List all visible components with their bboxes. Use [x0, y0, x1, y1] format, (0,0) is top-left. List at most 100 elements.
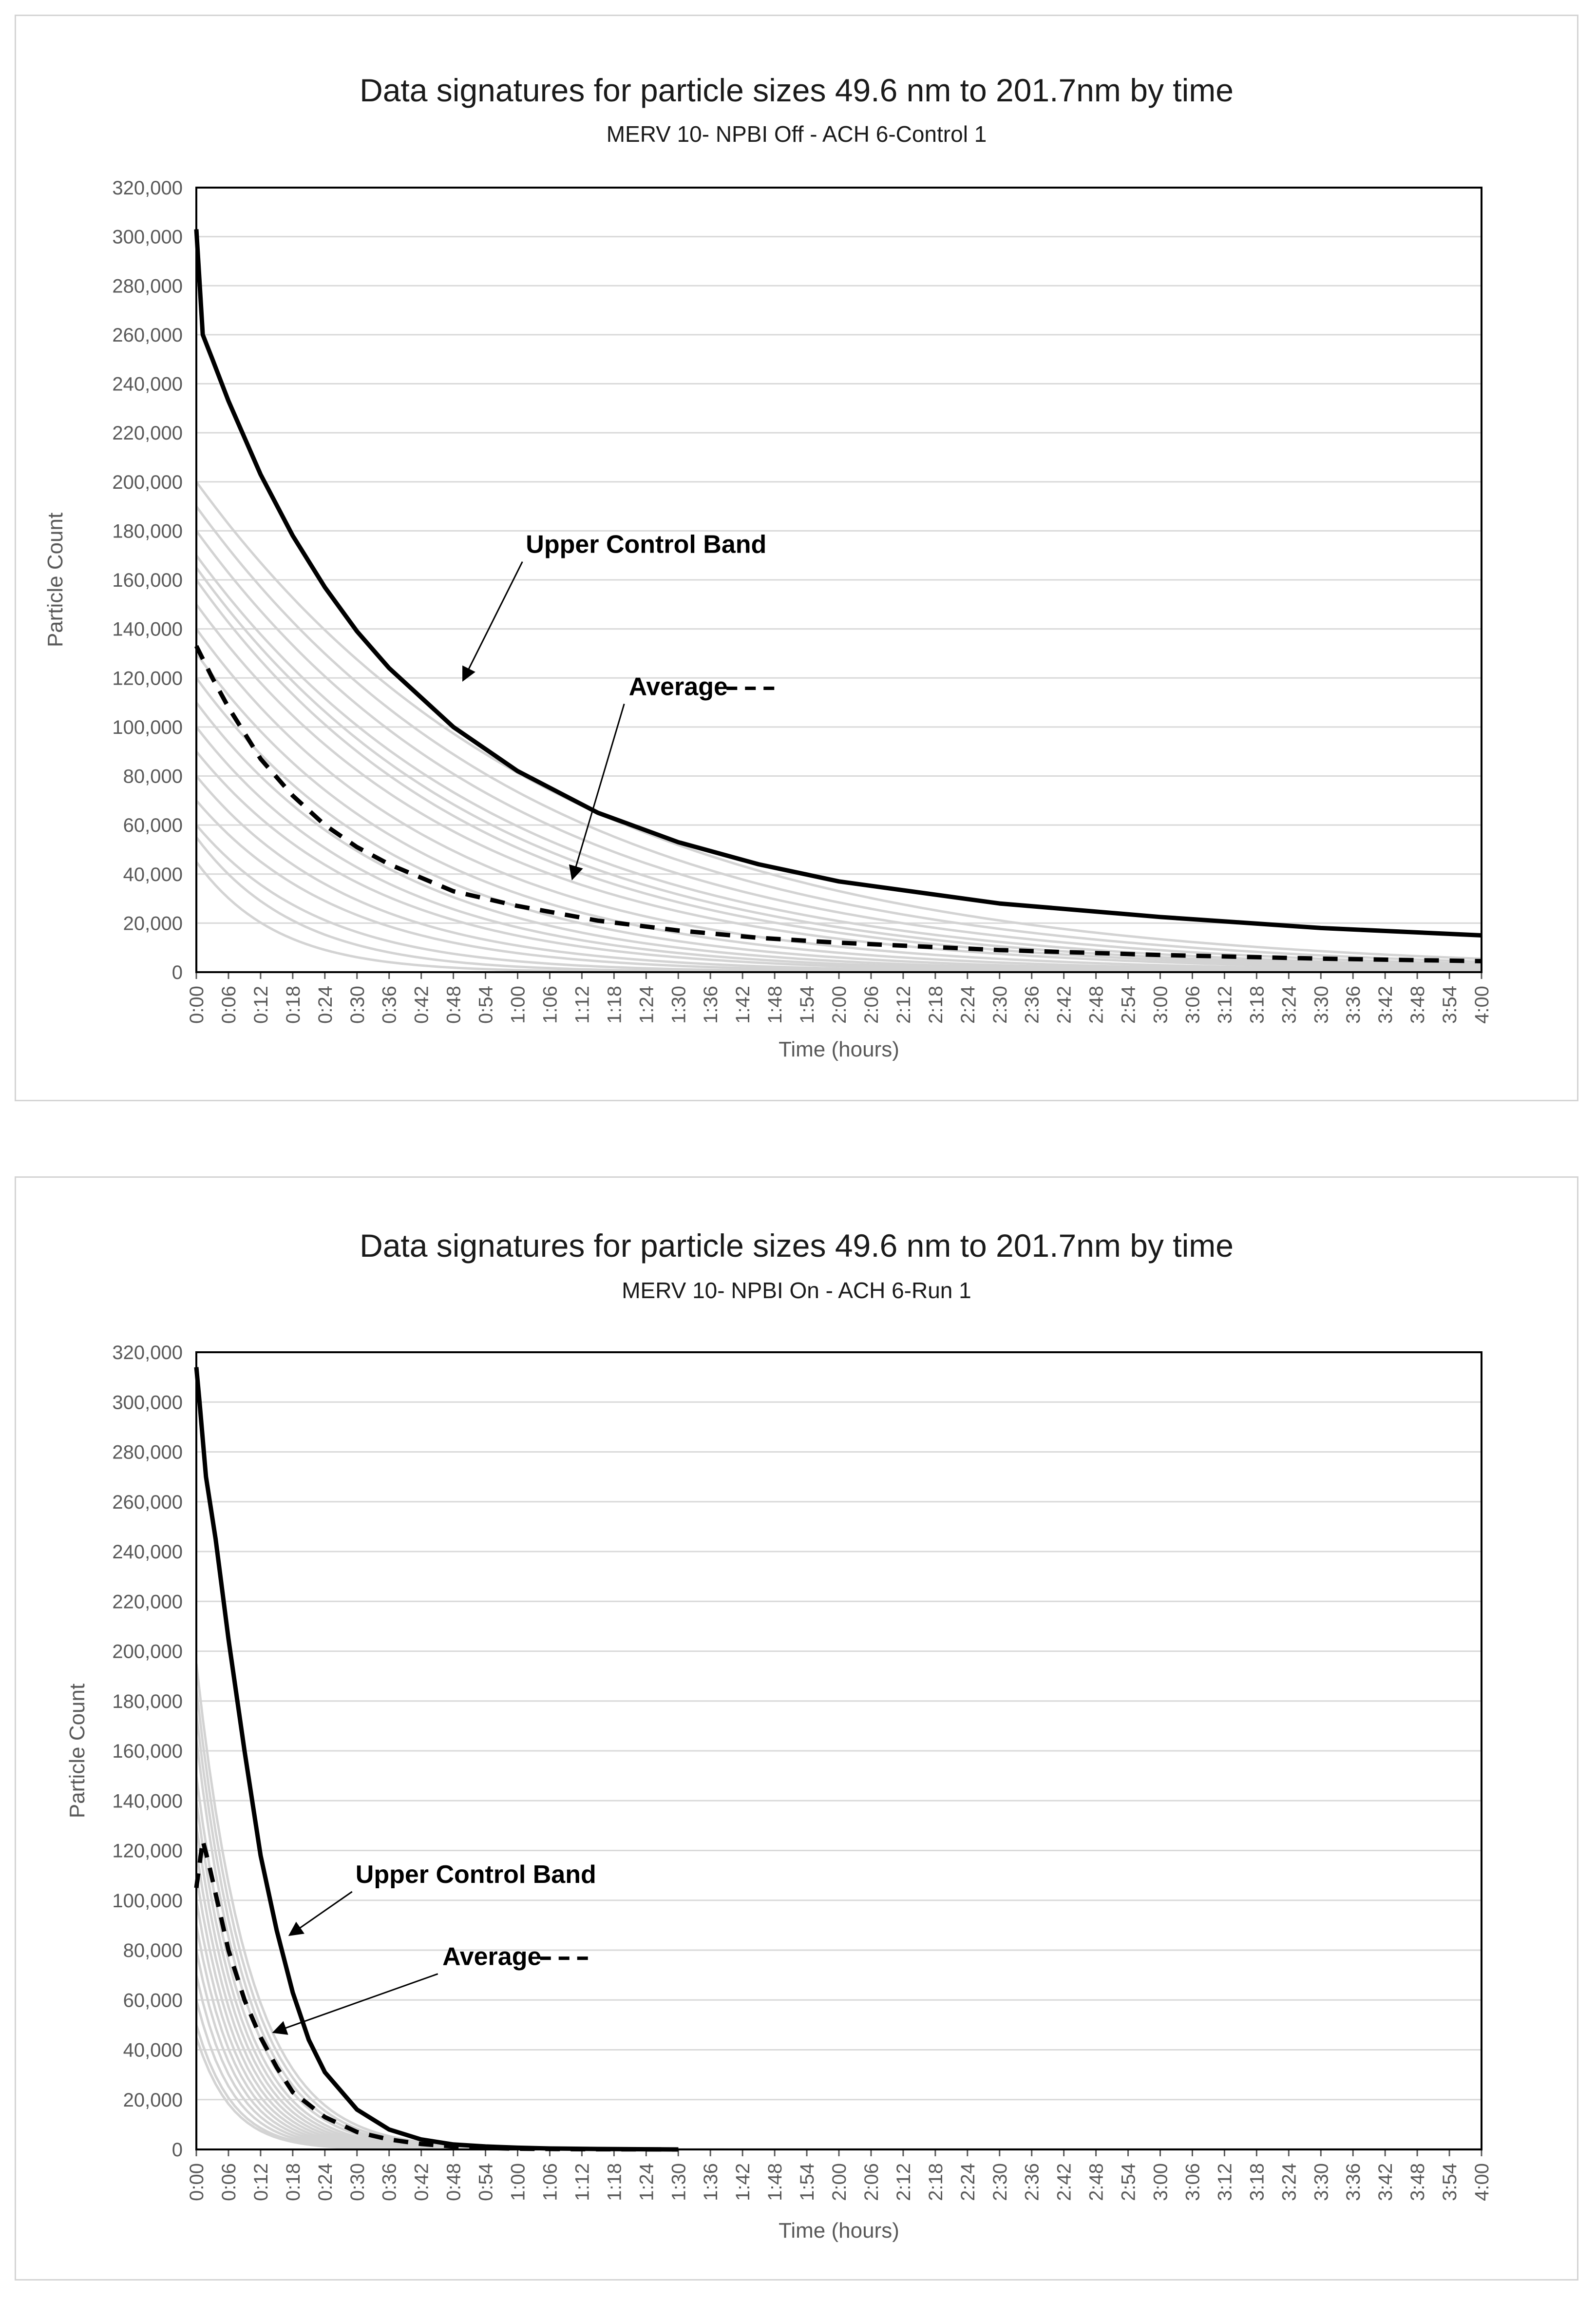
x-tick-label: 2:36	[1022, 986, 1043, 1024]
background-curve	[196, 602, 1482, 972]
background-curve	[196, 2037, 1482, 2149]
x-tick-label: 1:06	[539, 2163, 561, 2201]
chart-subtitle: MERV 10- NPBI On - ACH 6-Run 1	[622, 1278, 971, 1303]
x-tick-label: 0:06	[218, 2163, 240, 2201]
x-tick-label: 1:36	[700, 2163, 722, 2201]
y-tick-label: 20,000	[123, 913, 183, 934]
x-tick-label: 3:24	[1278, 2163, 1300, 2201]
x-tick-label: 3:42	[1375, 986, 1396, 1024]
x-tick-label: 1:18	[604, 2163, 625, 2201]
series-line-average	[194, 1838, 679, 2152]
x-tick-label: 3:48	[1407, 2163, 1428, 2201]
x-tick-label: 1:42	[732, 986, 754, 1024]
chart-svg: Data signatures for particle sizes 49.6 …	[65, 1227, 1493, 2243]
x-tick-label: 0:18	[283, 2163, 304, 2201]
annotation-label: Upper Control Band	[356, 1860, 596, 1889]
background-curve	[196, 565, 1482, 972]
y-tick-label: 120,000	[112, 668, 183, 689]
background-curve	[196, 1663, 1482, 2149]
background-curve	[196, 1713, 1482, 2149]
y-tick-label: 240,000	[112, 374, 183, 395]
x-tick-label: 1:18	[604, 986, 625, 1024]
y-tick-label: 320,000	[112, 177, 183, 199]
y-tick-label: 0	[172, 962, 183, 983]
y-tick-label: 260,000	[112, 325, 183, 346]
x-tick-label: 0:30	[347, 2163, 368, 2201]
x-tick-label: 3:18	[1246, 2163, 1268, 2201]
x-tick-label: 3:54	[1439, 986, 1461, 1024]
x-tick-label: 2:12	[893, 986, 914, 1024]
y-tick-label: 40,000	[123, 2040, 183, 2061]
y-axis-label: Particle Count	[65, 1684, 89, 1818]
y-tick-label: 200,000	[112, 472, 183, 493]
x-tick-label: 1:06	[539, 986, 561, 1024]
y-tick-label: 220,000	[112, 1591, 183, 1612]
y-tick-label: 160,000	[112, 1741, 183, 1762]
x-tick-label: 4:00	[1471, 2163, 1493, 2201]
gridlines	[196, 1351, 1482, 2101]
x-tick-label: 2:36	[1022, 2163, 1043, 2201]
x-tick-label: 0:12	[250, 986, 272, 1024]
x-tick-label: 0:00	[186, 986, 208, 1024]
background-curve	[196, 577, 1482, 972]
y-tick-label: 60,000	[123, 1990, 183, 2011]
x-tick-label: 2:30	[989, 2163, 1011, 2201]
plot-area-border	[195, 187, 1482, 973]
x-tick-label: 3:00	[1150, 2163, 1172, 2201]
y-tick-label: 180,000	[112, 520, 183, 542]
chart-title: Data signatures for particle sizes 49.6 …	[360, 1227, 1234, 1264]
annotation-label: Upper Control Band	[526, 531, 766, 559]
background-curve	[196, 1775, 1482, 2149]
x-tick-label: 1:30	[668, 986, 689, 1024]
annotation-arrow	[569, 704, 625, 881]
annotation-arrow	[462, 561, 523, 682]
y-tick-label: 260,000	[112, 1492, 183, 1513]
x-tick-label: 0:48	[443, 2163, 465, 2201]
chart-subtitle: MERV 10- NPBI Off - ACH 6-Control 1	[607, 121, 987, 147]
x-tick-label: 3:00	[1150, 986, 1172, 1024]
y-tick-label: 240,000	[112, 1541, 183, 1563]
x-tick-label: 0:36	[379, 986, 400, 1024]
x-tick-label: 0:06	[218, 986, 240, 1024]
x-tick-label: 2:18	[925, 986, 947, 1024]
series-line-upper-control-band	[194, 1367, 679, 2152]
x-tick-label: 1:54	[797, 2163, 818, 2201]
y-tick-label: 40,000	[123, 864, 183, 885]
background-curve	[196, 1975, 1482, 2149]
plot-area-border	[195, 1351, 1482, 2150]
y-tick-label: 200,000	[112, 1641, 183, 1663]
x-tick-label: 0:54	[475, 2163, 497, 2201]
y-tick-label: 220,000	[112, 422, 183, 444]
x-tick-label: 1:12	[571, 986, 593, 1024]
x-tick-label: 3:12	[1214, 986, 1235, 1024]
x-tick-label: 1:24	[636, 2163, 657, 2201]
y-tick-label: 0	[172, 2139, 183, 2161]
x-tick-label: 1:12	[571, 2163, 593, 2201]
x-tick-label: 2:24	[957, 2163, 979, 2201]
x-tick-label: 0:48	[443, 986, 465, 1024]
x-tick-label: 0:42	[411, 2163, 433, 2201]
x-axis-label: Time (hours)	[779, 2219, 899, 2243]
background-curve	[196, 553, 1482, 972]
background-curve	[196, 860, 1482, 972]
x-tick-label: 0:36	[379, 2163, 400, 2201]
x-tick-label: 2:06	[861, 986, 882, 1024]
x-tick-label: 1:36	[700, 986, 722, 1024]
x-tick-label: 0:18	[283, 986, 304, 1024]
background-curve	[196, 529, 1482, 972]
annotation-arrow	[272, 1973, 438, 2035]
gridlines	[196, 187, 1482, 924]
chart-svg: Data signatures for particle sizes 49.6 …	[43, 72, 1493, 1061]
chart-title: Data signatures for particle sizes 49.6 …	[360, 72, 1234, 108]
x-tick-label: 2:00	[829, 986, 850, 1024]
y-tick-label: 180,000	[112, 1691, 183, 1712]
x-tick-label: 0:30	[347, 986, 368, 1024]
x-tick-label: 3:42	[1375, 2163, 1396, 2201]
y-tick-label: 120,000	[112, 1841, 183, 1862]
x-tick-label: 2:48	[1086, 2163, 1107, 2201]
x-tick-label: 2:24	[957, 986, 979, 1024]
x-tick-label: 2:12	[893, 2163, 914, 2201]
x-tick-label: 3:30	[1311, 2163, 1332, 2201]
x-tick-label: 3:30	[1311, 986, 1332, 1024]
x-tick-label: 4:00	[1471, 986, 1493, 1024]
